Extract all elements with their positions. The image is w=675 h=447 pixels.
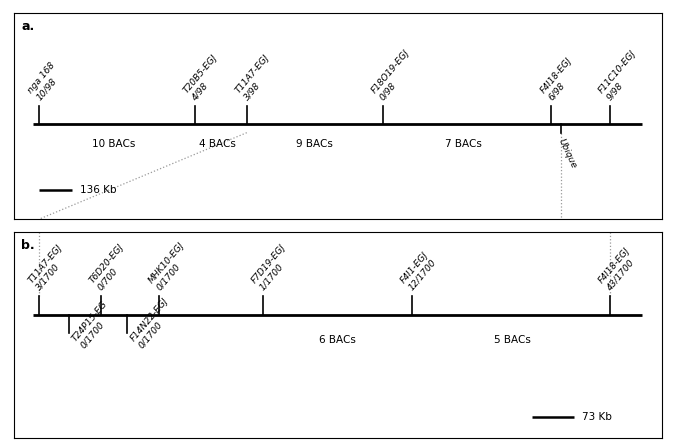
Text: T11A7-EGJ
3/98: T11A7-EGJ 3/98 [234,53,279,102]
Text: 5 BACs: 5 BACs [494,335,531,345]
Text: nga 168
10/98: nga 168 10/98 [26,61,65,102]
Text: b.: b. [22,239,35,252]
Text: T11A7-EGJ
3/1700: T11A7-EGJ 3/1700 [26,243,72,292]
Text: 6 BACs: 6 BACs [319,335,356,345]
Text: F4I18-EGJ
6/98: F4I18-EGJ 6/98 [539,56,581,102]
Text: MHK10-EGJ
0/1700: MHK10-EGJ 0/1700 [146,241,194,292]
Text: F11C10-EGJ
9/98: F11C10-EGJ 9/98 [597,49,646,102]
Text: T20B5-EGJ
4/98: T20B5-EGJ 4/98 [182,53,227,102]
Text: F14N22-EGJ
0/1700: F14N22-EGJ 0/1700 [129,296,178,350]
Text: F7D19-EGJ
1/1700: F7D19-EGJ 1/1700 [250,243,296,292]
Text: 4 BACs: 4 BACs [199,139,236,149]
Text: T6D20-EGJ
0/700: T6D20-EGJ 0/700 [88,243,134,292]
Text: 10 BACs: 10 BACs [92,139,136,149]
Text: F18O19-EGJ
0/98: F18O19-EGJ 0/98 [370,48,419,102]
Text: T24P15-EG
0/1700: T24P15-EG 0/1700 [70,299,117,350]
Text: 9 BACs: 9 BACs [296,139,333,149]
Text: 73 Kb: 73 Kb [582,413,612,422]
Text: Ubique: Ubique [556,137,578,169]
Text: 136 Kb: 136 Kb [80,185,116,195]
Text: 7 BACs: 7 BACs [446,139,483,149]
Text: a.: a. [22,20,34,33]
Text: F4I1-EGJ
12/1700: F4I1-EGJ 12/1700 [399,251,438,292]
Text: F4I18-EGJ
43/1700: F4I18-EGJ 43/1700 [597,246,640,292]
